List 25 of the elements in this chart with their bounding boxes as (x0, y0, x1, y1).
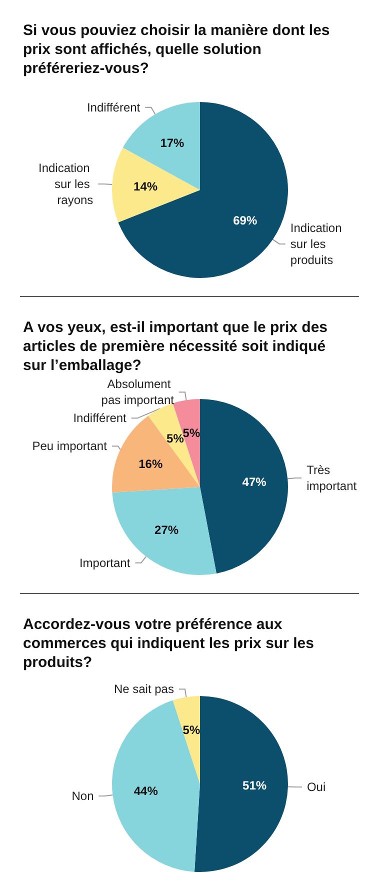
slice-label: Non (72, 789, 94, 804)
slice-label: Indication sur les rayons (38, 160, 94, 207)
data-label: 5% (166, 431, 184, 446)
slice-label: Très important (306, 462, 358, 493)
slice-label: Absolument pas important (101, 377, 175, 408)
chart-title: A vos yeux, est-il important que le prix des articles de première nécessité soit indiqué sur l’emballage? (23, 319, 332, 374)
slice-label: Peu important (32, 439, 108, 454)
data-label: 51% (242, 778, 267, 793)
slice-label: Indifférent (73, 411, 128, 426)
data-label: 5% (182, 723, 200, 738)
data-label: 5% (182, 426, 200, 440)
slice-label: Ne sait pas (114, 682, 174, 696)
slice-label: Indifférent (86, 100, 141, 114)
chart-title: Si vous pouviez choisir la manière dont les prix sont affichés, quelle solution préféreriez-vous? (23, 22, 334, 77)
data-label: 44% (134, 784, 158, 798)
data-label: 27% (154, 523, 179, 538)
data-label: 47% (242, 474, 267, 489)
data-label: 69% (233, 214, 258, 228)
slice-label: Important (79, 556, 131, 570)
data-label: 16% (138, 456, 163, 471)
slice-label: Indication sur les produits (290, 220, 346, 267)
data-label: 14% (134, 180, 158, 194)
slice-label: Oui (306, 780, 326, 794)
chart-title: Accordez-vous votre préférence aux commerces qui indiquent les prix sur les produits? (23, 616, 318, 671)
data-label: 17% (160, 136, 185, 150)
